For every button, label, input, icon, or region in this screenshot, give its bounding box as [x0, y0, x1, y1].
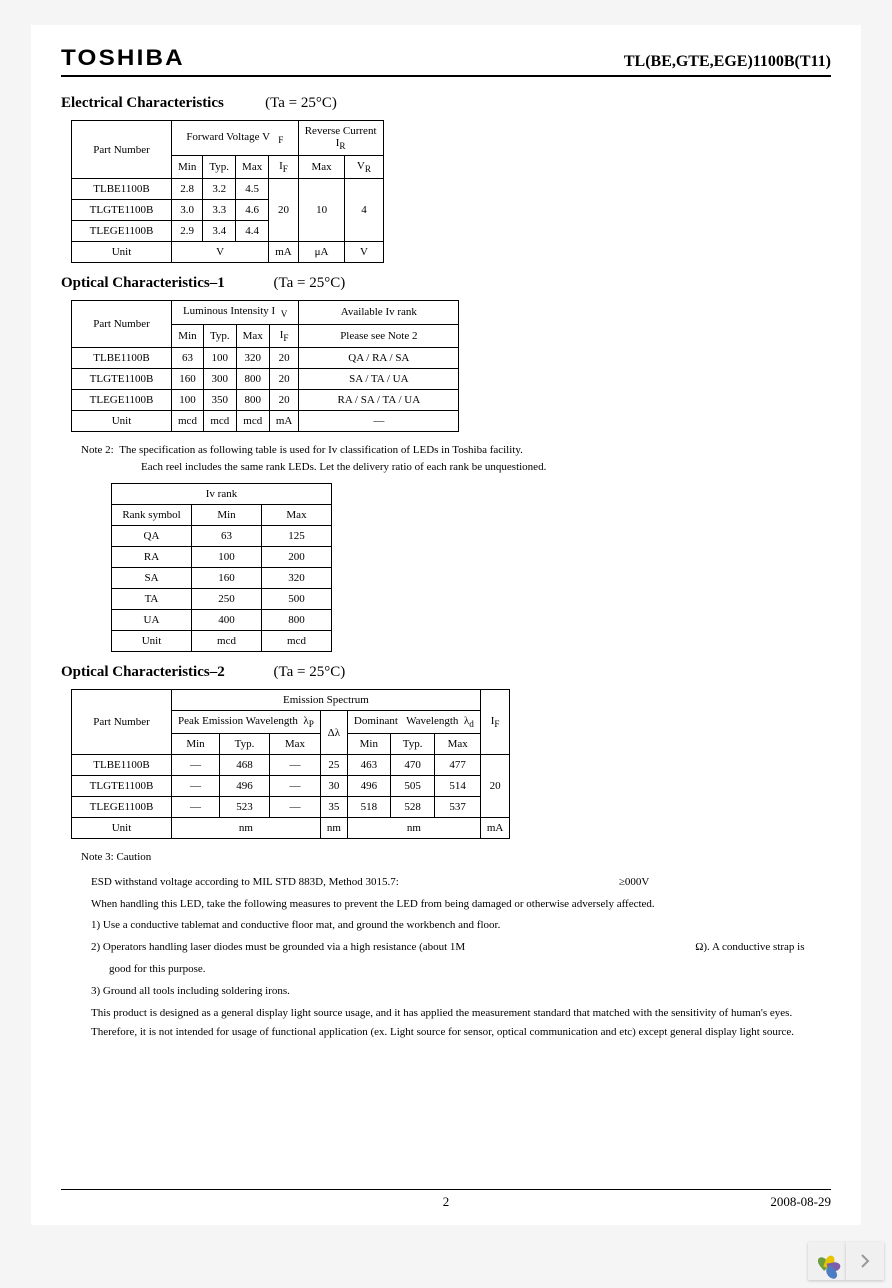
section-title-electrical: Electrical Characteristics (Ta = 25°C)	[61, 95, 831, 112]
note2: Note 2: The specification as following t…	[81, 442, 831, 477]
table-optical1: Part Number Luminous Intensity I V Avail…	[71, 300, 459, 431]
note3-body: ESD withstand voltage according to MIL S…	[91, 873, 831, 1043]
th-rev: Reverse CurrentIR	[298, 121, 383, 156]
document-id: TL(BE,GTE,EGE)1100B(T11)	[624, 53, 831, 71]
th-max: Max	[236, 156, 269, 179]
th-part: Part Number	[72, 121, 172, 179]
page-number: 2	[443, 1194, 450, 1210]
th-revmax: Max	[298, 156, 345, 179]
brand-logo: TOSHIBA	[61, 45, 185, 71]
table-electrical: Part Number Forward Voltage V F Reverse …	[71, 120, 384, 263]
th-if: IF	[269, 156, 299, 179]
petal-icon[interactable]	[808, 1242, 846, 1280]
chevron-right-icon	[860, 1254, 870, 1268]
footer-date: 2008-08-29	[770, 1194, 831, 1210]
th-vf: Forward Voltage V F	[172, 121, 299, 156]
table-optical2: Part Number Emission Spectrum IF Peak Em…	[71, 689, 510, 839]
section-title-optical1: Optical Characteristics–1 (Ta = 25°C)	[61, 275, 831, 292]
table-rank: Iv rank Rank symbolMinMax QA63125 RA1002…	[111, 483, 332, 652]
page-footer: 2 2008-08-29	[61, 1189, 831, 1210]
note3-label: Note 3: Caution	[81, 849, 831, 867]
th-typ: Typ.	[203, 156, 236, 179]
cell: TLBE1100B	[72, 179, 172, 200]
page-header: TOSHIBA TL(BE,GTE,EGE)1100B(T11)	[61, 45, 831, 77]
th-min: Min	[172, 156, 203, 179]
section-title-optical2: Optical Characteristics–2 (Ta = 25°C)	[61, 664, 831, 681]
next-arrow-button[interactable]	[846, 1242, 884, 1280]
th-vr: VR	[345, 156, 383, 179]
corner-widget	[808, 1242, 884, 1280]
